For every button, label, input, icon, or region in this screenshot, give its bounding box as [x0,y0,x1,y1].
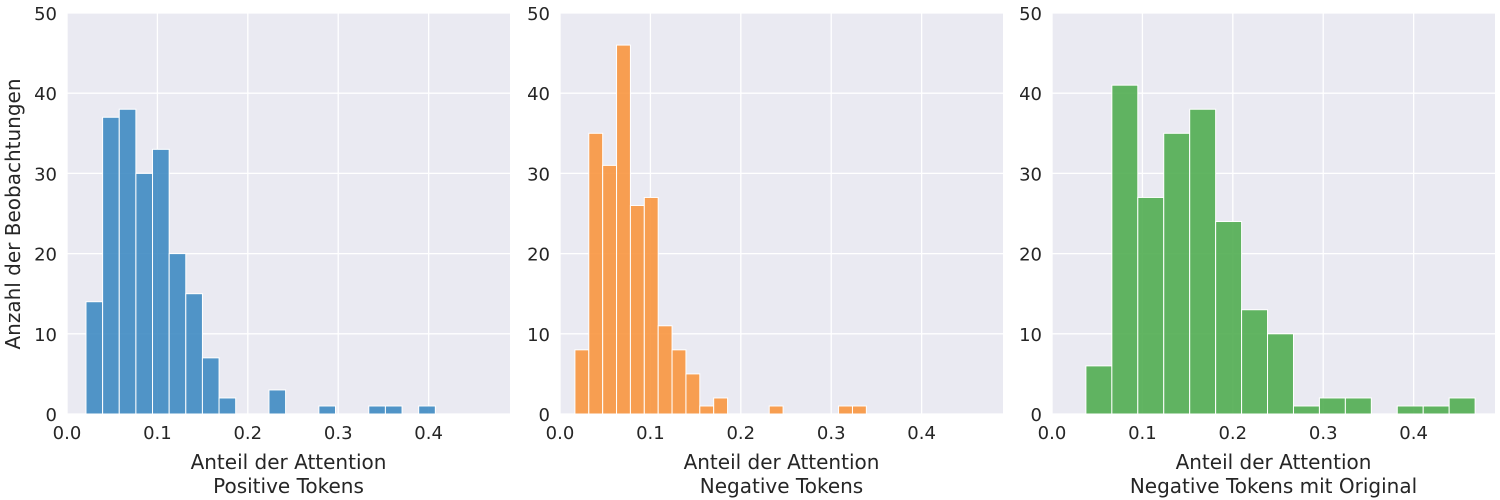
histogram-bar [418,405,436,415]
histogram-panel-1: 0.0 0.1 0.2 0.3 0.4 0 10 20 30 40 50 Anteil der Att… [34,4,510,498]
histogram-bar [1163,132,1191,415]
y-tick-label: 40 [34,84,57,105]
x-axis-label-line-1: Anteil der Attention [191,450,387,474]
y-tick-label: 40 [527,84,550,105]
histogram-bar [671,349,687,415]
x-tick-label: 0.4 [907,423,936,444]
y-tick-label: 20 [1019,245,1042,266]
histogram-bar [657,325,673,415]
x-tick-label: 0.4 [414,423,443,444]
histogram-bar [1344,397,1372,415]
histogram-bar [1292,405,1320,415]
histogram-bar [588,132,604,415]
histogram-bar [168,253,187,415]
x-tick-label: 0.2 [233,423,262,444]
x-tick-label: 0.0 [53,423,82,444]
y-tick-label: 20 [34,245,57,266]
x-tick-label: 0.3 [1309,423,1338,444]
histogram-bar [102,116,120,415]
x-tick-label: 0.3 [817,423,846,444]
x-tick-label: 0.4 [1399,423,1428,444]
histogram-bar [118,108,137,415]
y-tick-label: 20 [527,245,550,266]
histogram-bar [851,405,867,415]
histogram-bar [185,293,203,415]
x-axis-label-line-2: Positive Tokens [213,474,364,498]
histogram-bar [1318,397,1346,415]
histogram-bar [268,389,287,415]
x-tick-label: 0.0 [546,423,575,444]
histogram-bar [602,164,618,415]
y-axis-label: Anzahl der Beobachtungen [1,78,25,349]
histogram-bar [1422,405,1450,415]
y-tick-label: 10 [34,325,57,346]
histogram-bar [629,204,645,415]
histogram-bar [1111,84,1139,415]
histogram-bar [1448,397,1476,415]
x-axis-label-line-2: Negative Tokens mit Original [1130,474,1417,498]
x-tick-label: 0.3 [324,423,353,444]
y-tick-label: 30 [1019,164,1042,185]
histogram-bar [643,196,659,415]
histogram-bar [574,349,590,415]
histogram-bar [1189,108,1217,415]
histogram-bar [201,357,220,415]
histogram-bar [685,373,701,415]
histogram-bar [1215,221,1243,415]
y-tick-label: 30 [34,164,57,185]
x-tick-label: 0.2 [1218,423,1247,444]
histogram-bar [135,172,154,415]
histogram-panel-2: 0.0 0.1 0.2 0.3 0.4 0 10 20 30 40 50 Anteil der Att… [527,4,1003,498]
y-tick-label: 0 [46,405,57,426]
histogram-bar [1267,333,1294,415]
x-axis-label-line-2: Negative Tokens [700,474,863,498]
histogram-bar [1137,196,1165,415]
x-tick-label: 0.2 [726,423,755,444]
histogram-bar [838,405,853,415]
histogram-bar [218,397,237,415]
histogram-bar [368,405,386,415]
histogram-bar [384,405,403,415]
histogram-bar [616,44,631,415]
x-tick-label: 0.1 [1128,423,1157,444]
y-tick-label: 40 [1019,84,1042,105]
y-tick-label: 0 [539,405,550,426]
histogram-panel-3: 0.0 0.1 0.2 0.3 0.4 0 10 20 30 40 50 Anteil der Att… [1019,4,1495,498]
y-tick-label: 0 [1031,405,1042,426]
histogram-bar [699,405,715,415]
histogram-bar [1241,309,1269,415]
y-tick-label: 50 [527,4,550,25]
x-axis-label-line-1: Anteil der Attention [1176,450,1372,474]
y-tick-label: 50 [34,4,57,25]
histogram-bar [152,148,170,415]
histogram-bar [85,301,104,415]
y-tick-label: 50 [1019,4,1042,25]
histogram-bar [1396,405,1424,415]
histogram-bar [318,405,337,415]
histogram-bar [768,405,784,415]
x-tick-label: 0.1 [636,423,665,444]
y-tick-label: 10 [527,325,550,346]
y-tick-label: 30 [527,164,550,185]
histogram-bar [713,397,729,415]
y-tick-label: 10 [1019,325,1042,346]
x-tick-label: 0.1 [143,423,172,444]
histogram-bar [1085,365,1113,415]
x-axis-label-line-1: Anteil der Attention [684,450,880,474]
x-tick-label: 0.0 [1038,423,1067,444]
